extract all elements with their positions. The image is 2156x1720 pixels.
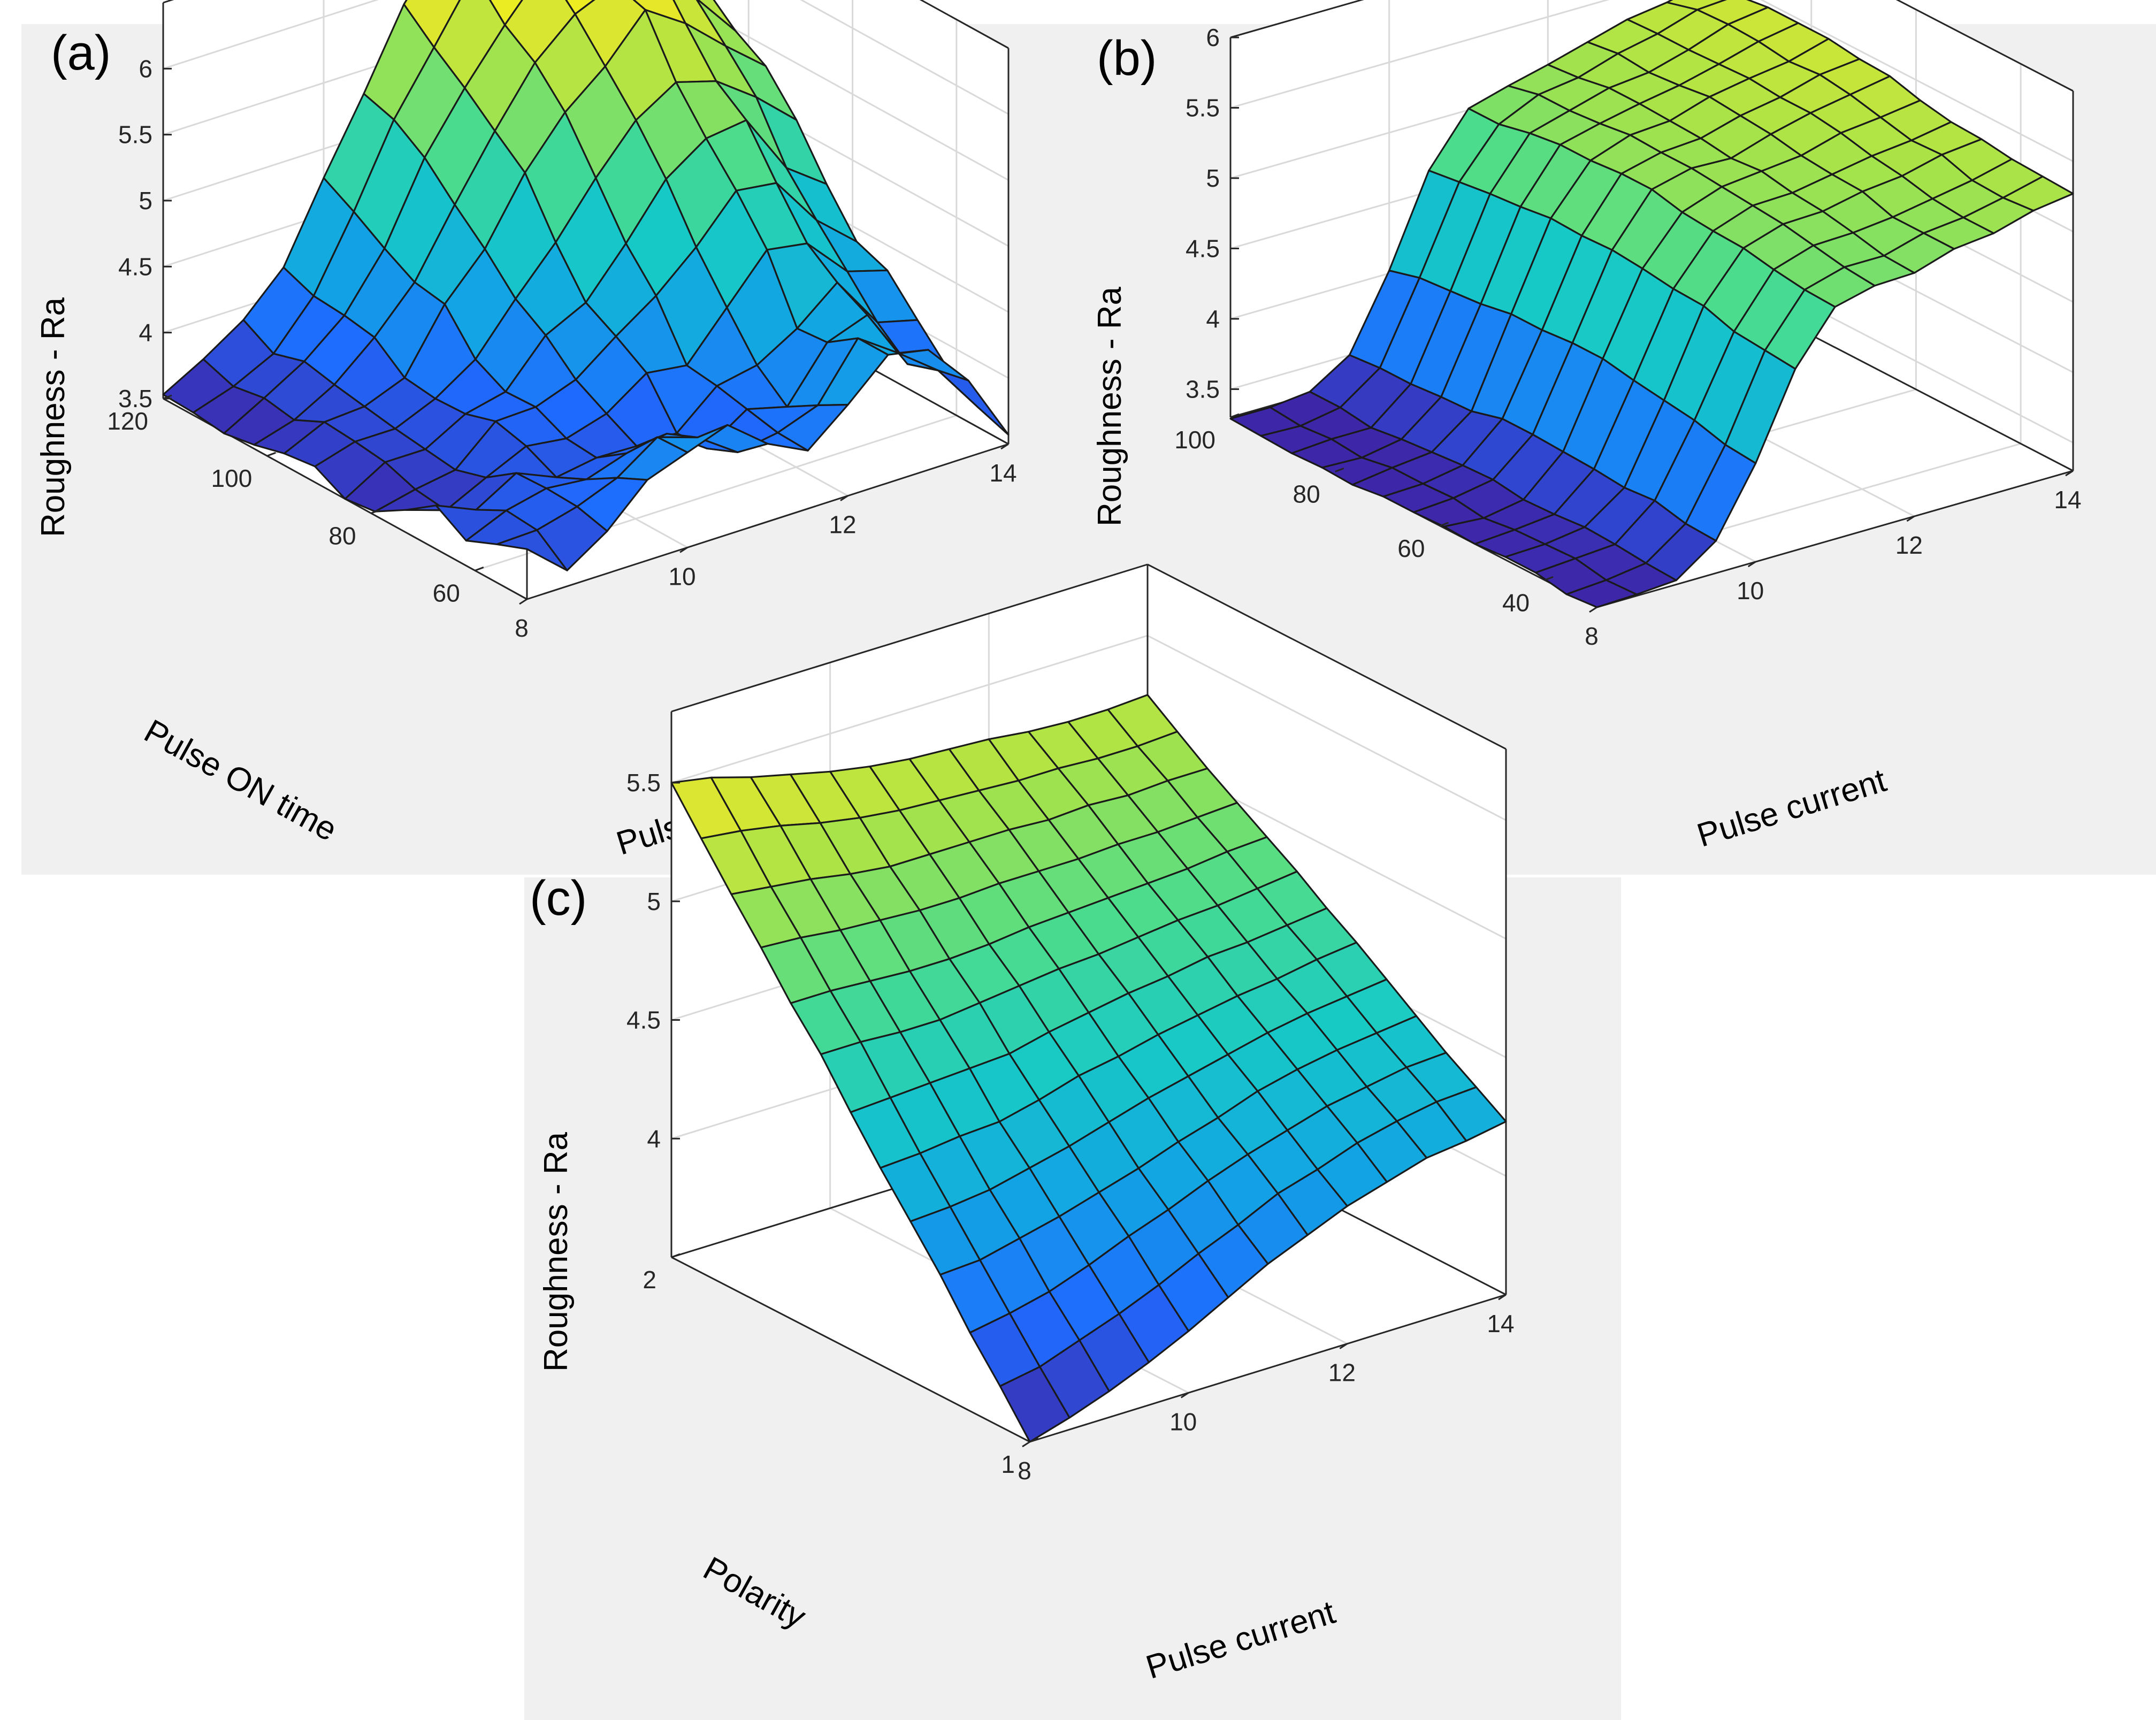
y-tick bbox=[1230, 413, 1240, 418]
y-tick-label: 2 bbox=[643, 1266, 656, 1294]
x-tick-label: 8 bbox=[1018, 1457, 1031, 1485]
grid-line-z bbox=[163, 0, 379, 70]
x-tick-label: 10 bbox=[1737, 577, 1764, 605]
grid-line-z-wall bbox=[800, 0, 1009, 115]
x-tick-label: 8 bbox=[515, 614, 529, 642]
z-tick-label: 5 bbox=[139, 187, 152, 215]
z-tick-label: 4.5 bbox=[1186, 234, 1220, 262]
surface-cell bbox=[496, 529, 568, 571]
y-tick bbox=[1439, 522, 1449, 527]
axes-edge bbox=[526, 443, 1009, 600]
z-axis-label: Roughness - Ra bbox=[1091, 286, 1128, 526]
z-tick-label: 4 bbox=[1206, 305, 1220, 333]
x-tick bbox=[1747, 561, 1756, 568]
grid-line-z bbox=[671, 635, 1148, 784]
axes-edge bbox=[1029, 1294, 1507, 1443]
surface-cell bbox=[488, 0, 523, 26]
y-tick-label: 60 bbox=[433, 579, 460, 607]
y-tick bbox=[371, 509, 380, 514]
grid-line-z bbox=[1230, 0, 1610, 109]
x-tick bbox=[2065, 470, 2074, 477]
x-tick-label: 14 bbox=[989, 459, 1016, 487]
z-tick-label: 5 bbox=[647, 888, 661, 915]
y-tick-label: 120 bbox=[107, 407, 148, 435]
surface-mesh bbox=[1229, 0, 2074, 608]
z-tick-label: 4 bbox=[139, 319, 152, 347]
x-tick bbox=[679, 547, 688, 553]
x-tick bbox=[840, 495, 848, 501]
x-tick-label: 12 bbox=[1895, 531, 1923, 559]
z-tick-label: 5.5 bbox=[1186, 94, 1220, 121]
panel-label: (b) bbox=[1097, 31, 1157, 86]
grid-line-z-wall bbox=[1760, 0, 2074, 162]
x-tick bbox=[1339, 1343, 1348, 1349]
axes-edge bbox=[1147, 563, 1507, 750]
y-tick bbox=[1544, 576, 1554, 581]
y-tick-label: 1 bbox=[1001, 1450, 1015, 1478]
x-tick bbox=[519, 598, 527, 605]
x-tick-label: 14 bbox=[2054, 486, 2081, 514]
z-tick-label: 3.5 bbox=[1186, 375, 1220, 403]
x-tick bbox=[1498, 1294, 1507, 1301]
z-axis-label: Roughness - Ra bbox=[538, 1132, 575, 1372]
axes-edge bbox=[671, 563, 1148, 713]
x-tick bbox=[1022, 1441, 1030, 1448]
z-tick-label: 6 bbox=[1206, 24, 1220, 51]
z-tick-label: 4.5 bbox=[118, 253, 152, 280]
axes-edge bbox=[671, 1256, 1030, 1443]
grid-line-z-wall bbox=[1147, 635, 1507, 821]
x-tick-label: 10 bbox=[1169, 1408, 1197, 1435]
x-tick-label: 10 bbox=[668, 562, 695, 590]
panel-label: (a) bbox=[51, 26, 111, 80]
y-tick bbox=[1335, 468, 1344, 472]
z-tick-label: 5.5 bbox=[626, 769, 661, 797]
x-tick-label: 14 bbox=[1487, 1310, 1514, 1337]
x-tick bbox=[1906, 515, 1915, 522]
z-tick-label: 5.5 bbox=[118, 121, 152, 149]
surface-plot-b: 8 10 12 14 40 60 80 100 3.5 4 4.5 5 5.5 6 Roughness - … bbox=[1091, 0, 2082, 857]
z-tick-label: 4.5 bbox=[626, 1006, 661, 1034]
panel-label: (c) bbox=[530, 871, 587, 926]
tick-labels: 8 10 12 14 40 60 80 100 3.5 4 4.5 5 5.5 6 bbox=[1174, 24, 2081, 650]
surface-cell bbox=[999, 1366, 1071, 1443]
surface-mesh bbox=[162, 0, 1010, 571]
y-tick bbox=[475, 567, 484, 571]
y-tick-label: 80 bbox=[1293, 480, 1320, 508]
y-tick bbox=[1029, 1438, 1039, 1443]
surface-cell bbox=[1565, 579, 1638, 608]
y-tick bbox=[671, 1253, 681, 1258]
y-tick-label: 60 bbox=[1397, 534, 1425, 562]
axes-edge bbox=[1230, 0, 1364, 39]
axes-edge bbox=[919, 0, 1009, 49]
z-tick-label: 5 bbox=[1206, 164, 1220, 192]
z-axis-label: Roughness - Ra bbox=[35, 297, 72, 537]
axes-edge bbox=[1596, 470, 2074, 608]
x-tick bbox=[1000, 443, 1009, 450]
z-tick-label: 4 bbox=[647, 1125, 661, 1152]
z-tick-label: 3.5 bbox=[118, 385, 152, 412]
y-tick-label: 40 bbox=[1502, 588, 1530, 616]
axes-edge bbox=[1895, 0, 2074, 92]
x-tick-label: 12 bbox=[1328, 1359, 1356, 1387]
y-tick-label: 100 bbox=[1174, 426, 1215, 454]
z-tick-label: 6 bbox=[139, 55, 152, 82]
y-tick-label: 100 bbox=[211, 464, 253, 492]
surface-mesh bbox=[670, 694, 1507, 1443]
x-tick-label: 8 bbox=[1585, 622, 1599, 650]
x-tick bbox=[1180, 1392, 1189, 1398]
y-tick bbox=[266, 452, 276, 457]
x-tick-label: 12 bbox=[829, 511, 856, 539]
y-tick-label: 80 bbox=[328, 522, 356, 549]
x-tick bbox=[1589, 606, 1597, 613]
